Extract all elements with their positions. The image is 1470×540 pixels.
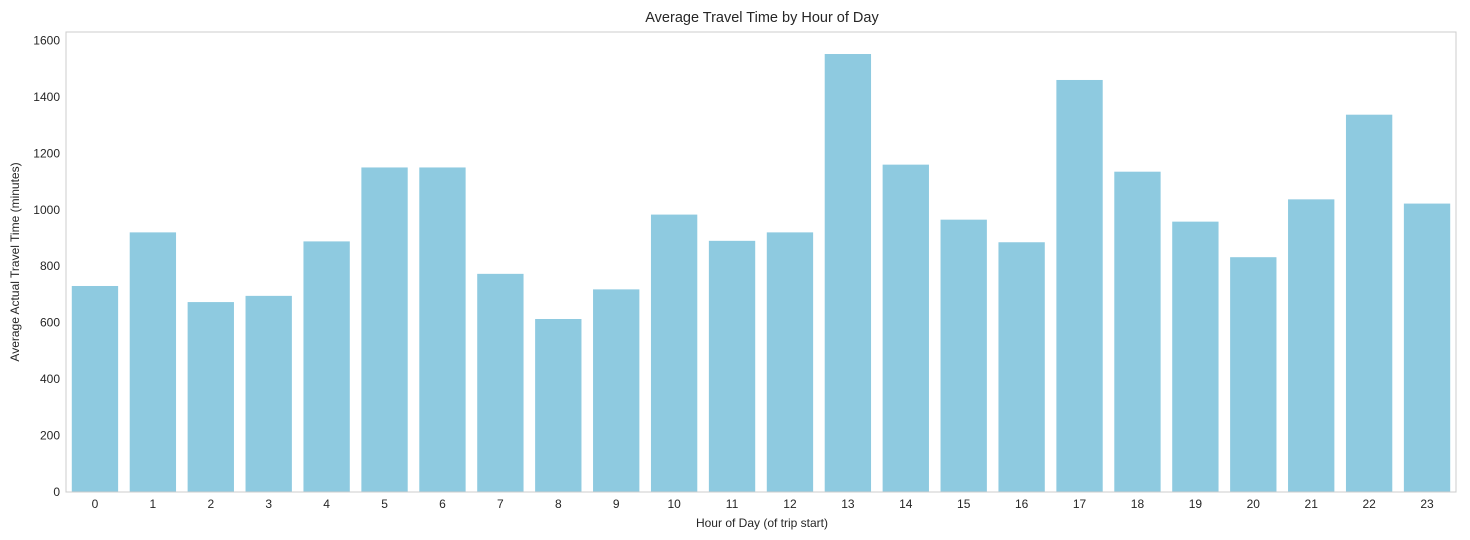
bar-hour-12 (766, 232, 814, 492)
bar-hour-15 (940, 219, 987, 493)
y-tick-label: 800 (40, 259, 60, 273)
x-tick-label: 3 (265, 497, 272, 511)
bar-hour-13 (824, 54, 872, 492)
bar-hour-7 (477, 273, 524, 492)
bar-hour-22 (1345, 114, 1393, 492)
bar-hour-17 (1056, 79, 1103, 492)
x-tick-label: 21 (1305, 497, 1319, 511)
y-tick-label: 200 (40, 429, 60, 443)
y-tick-label: 1200 (33, 146, 60, 160)
x-tick-label: 20 (1247, 497, 1261, 511)
bar-hour-23 (1403, 203, 1451, 492)
x-tick-label: 5 (381, 497, 388, 511)
x-tick-label: 0 (92, 497, 99, 511)
x-tick-label: 10 (667, 497, 681, 511)
y-tick-label: 600 (40, 316, 60, 330)
y-tick-label: 0 (53, 485, 60, 499)
bar-hour-3 (245, 295, 292, 492)
x-tick-labels: 0 1 2 3 4 5 6 7 8 9 10 11 12 13 14 15 16 17 18 19 20 21 22 23 (92, 497, 1434, 511)
bar-hour-0 (71, 285, 119, 492)
x-tick-label: 23 (1420, 497, 1434, 511)
bar-hour-6 (419, 167, 466, 492)
y-tick-label: 400 (40, 372, 60, 386)
bar-hour-5 (361, 167, 408, 492)
x-tick-label: 14 (899, 497, 913, 511)
y-tick-label: 1400 (33, 90, 60, 104)
bar-hour-11 (708, 240, 756, 492)
x-tick-label: 6 (439, 497, 446, 511)
bar-hour-19 (1172, 221, 1219, 492)
x-tick-label: 13 (841, 497, 855, 511)
bar-hour-20 (1230, 257, 1277, 492)
x-tick-label: 22 (1362, 497, 1376, 511)
x-tick-label: 8 (555, 497, 562, 511)
y-tick-label: 1000 (33, 203, 60, 217)
x-tick-label: 19 (1189, 497, 1203, 511)
x-tick-label: 17 (1073, 497, 1087, 511)
bar-hour-16 (998, 242, 1045, 492)
bar-hour-21 (1288, 199, 1335, 493)
bar-hour-14 (882, 164, 929, 492)
bar-hour-8 (535, 319, 582, 492)
y-tick-label: 1600 (33, 33, 60, 47)
x-tick-label: 16 (1015, 497, 1029, 511)
x-tick-label: 7 (497, 497, 504, 511)
x-tick-label: 2 (207, 497, 214, 511)
y-tick-labels: 0 200 400 600 800 1000 1200 1400 1600 (33, 33, 60, 499)
y-axis-label: Average Actual Travel Time (minutes) (8, 162, 22, 361)
bars-group (71, 54, 1451, 493)
bar-hour-2 (187, 302, 234, 492)
bar-hour-10 (650, 214, 698, 492)
x-axis-label: Hour of Day (of trip start) (696, 516, 828, 530)
x-tick-label: 4 (323, 497, 330, 511)
x-tick-label: 9 (613, 497, 620, 511)
x-tick-label: 15 (957, 497, 971, 511)
bar-hour-18 (1114, 171, 1161, 493)
bar-hour-4 (303, 241, 350, 492)
chart-title: Average Travel Time by Hour of Day (645, 10, 879, 26)
x-tick-label: 1 (150, 497, 157, 511)
x-tick-label: 18 (1131, 497, 1145, 511)
x-tick-label: 12 (783, 497, 797, 511)
bar-hour-9 (593, 289, 640, 492)
x-tick-label: 11 (726, 497, 739, 511)
bar-hour-1 (129, 232, 177, 492)
plot-frame (65, 31, 1457, 493)
